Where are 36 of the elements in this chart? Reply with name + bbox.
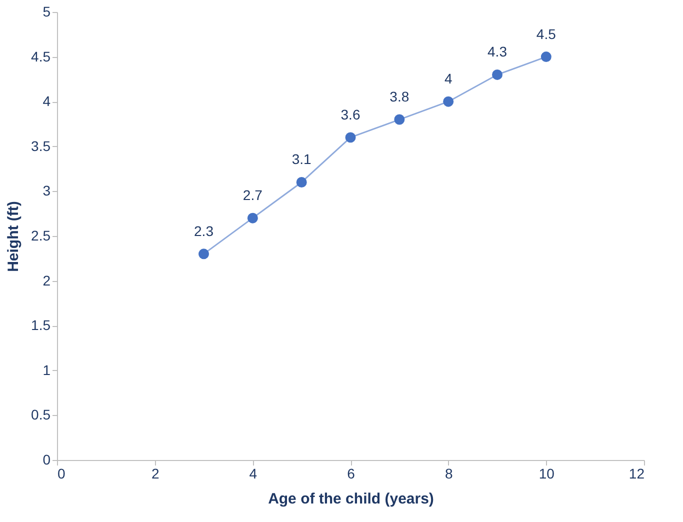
y-tick-label: 0 bbox=[42, 452, 51, 468]
y-tick-label: 2.5 bbox=[31, 228, 51, 244]
y-tick-label: 3 bbox=[42, 182, 51, 199]
x-tick-label: 12 bbox=[628, 466, 645, 482]
y-tick-label: 1 bbox=[42, 362, 51, 378]
x-tick-label: 8 bbox=[444, 466, 453, 482]
point bbox=[247, 212, 258, 224]
point bbox=[540, 52, 552, 62]
x-tick-label: 10 bbox=[538, 466, 555, 482]
y-axis-title: Height (ft) bbox=[5, 201, 22, 272]
y-tick-label: 4 bbox=[42, 93, 51, 110]
x-tick-label: 2 bbox=[151, 466, 160, 482]
point bbox=[492, 69, 502, 80]
point bbox=[345, 132, 356, 143]
data-label: 4.3 bbox=[488, 44, 508, 60]
point bbox=[443, 96, 454, 107]
data-label: 3.8 bbox=[390, 88, 410, 105]
data-label: 2.3 bbox=[194, 222, 214, 239]
x-tick-label: 4 bbox=[249, 466, 258, 482]
y-tick-label: 3.5 bbox=[31, 138, 51, 154]
point bbox=[296, 177, 307, 188]
point bbox=[394, 114, 405, 125]
data-label: 4 bbox=[444, 70, 452, 87]
y-tick-label: 1.5 bbox=[31, 317, 51, 334]
data-label: 4.5 bbox=[536, 26, 556, 42]
data-label: 3.6 bbox=[340, 106, 360, 122]
y-tick-label: 0.5 bbox=[31, 406, 51, 423]
y-tick-label: 2 bbox=[42, 272, 51, 288]
x-axis-title: Age of the child (years) bbox=[268, 490, 434, 508]
data-label: 2.7 bbox=[242, 187, 263, 204]
x-tick-label: 6 bbox=[347, 466, 356, 482]
y-tick-label: 5 bbox=[42, 4, 51, 20]
x-tick-label: 0 bbox=[58, 466, 66, 482]
y-tick-label: 4.5 bbox=[31, 48, 51, 64]
data-label: 3.1 bbox=[292, 151, 312, 168]
point bbox=[198, 248, 209, 260]
